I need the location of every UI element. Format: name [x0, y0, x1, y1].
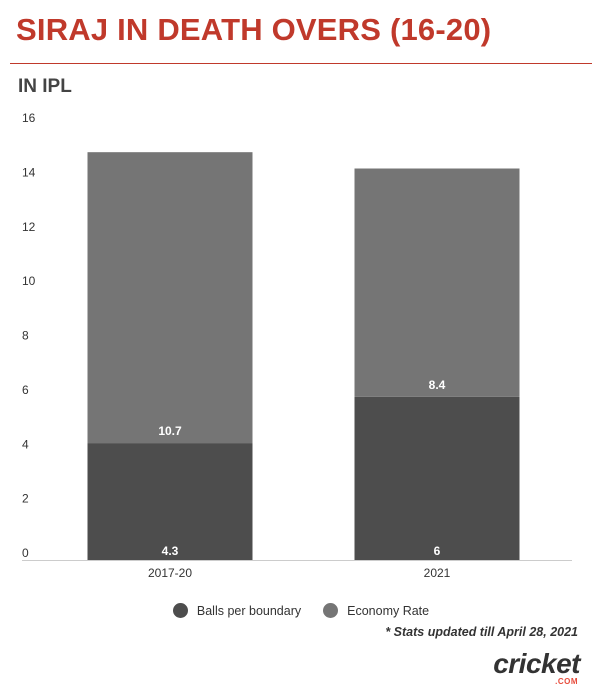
y-tick-label: 14: [22, 165, 36, 179]
legend-swatch-balls-per-boundary: [172, 603, 188, 618]
data-label: 6: [434, 544, 441, 558]
y-tick-label: 12: [22, 220, 36, 234]
y-tick-label: 4: [22, 437, 29, 451]
y-tick-label: 6: [22, 383, 29, 397]
legend-swatch-economy-rate: [323, 603, 339, 618]
legend-label-balls-per-boundary: Balls per boundary: [196, 603, 302, 618]
bar-segment: [354, 396, 520, 560]
data-label: 10.7: [158, 424, 182, 438]
stacked-bar-chart: 0 2 4 6 8 10 12 14 16 4.3 10.7 2017-20 6 8.4 2021: [22, 111, 572, 580]
legend-item-economy-rate: Economy Rate: [323, 603, 429, 618]
bar-segment: [87, 152, 253, 444]
logo-wordmark: cricket: [493, 648, 580, 679]
x-tick-label: 2021: [424, 566, 451, 580]
chart-title: SIRAJ IN DEATH OVERS (16-20): [16, 12, 492, 47]
legend-item-balls-per-boundary: Balls per boundary: [172, 603, 302, 618]
data-label: 4.3: [162, 544, 179, 558]
y-tick-label: 8: [22, 329, 29, 343]
title-divider: [10, 63, 592, 64]
y-tick-label: 2: [22, 492, 29, 506]
data-label: 8.4: [429, 378, 446, 392]
logo-suffix: .COM: [555, 677, 578, 686]
cricket-com-logo: cricket .COM: [493, 648, 580, 686]
y-tick-label: 16: [22, 111, 36, 125]
y-tick-label: 0: [22, 546, 29, 560]
y-tick-label: 10: [22, 274, 36, 288]
chart-legend: Balls per boundary Economy Rate: [0, 603, 600, 618]
stats-note: * Stats updated till April 28, 2021: [385, 625, 578, 639]
legend-label-economy-rate: Economy Rate: [347, 603, 430, 618]
x-tick-label: 2017-20: [148, 566, 192, 580]
bar-segment: [87, 443, 253, 560]
chart-subtitle: IN IPL: [18, 76, 72, 97]
bar-segment: [354, 168, 520, 397]
